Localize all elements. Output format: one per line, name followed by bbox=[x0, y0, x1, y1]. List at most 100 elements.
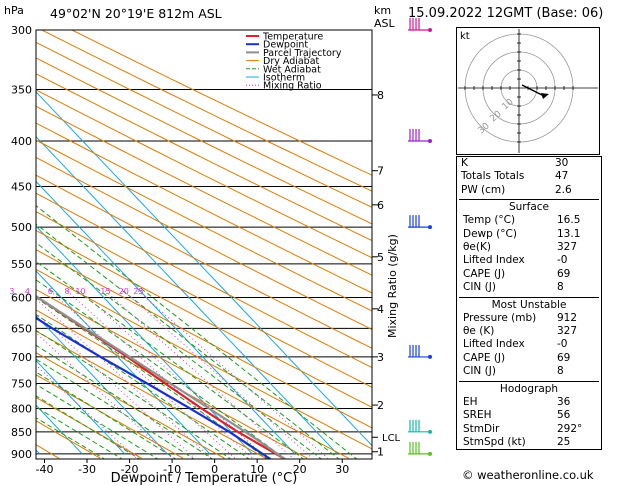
legend-entry: Wet Adiabat bbox=[263, 64, 321, 75]
pressure-tick-label: 900 bbox=[11, 448, 32, 461]
dry-adiabat-line bbox=[36, 89, 372, 259]
wet-adiabat-line bbox=[36, 242, 323, 459]
wet-adiabat-line bbox=[36, 205, 358, 459]
mixing-ratio-line bbox=[123, 290, 313, 459]
index-row: CAPE (J) 69 bbox=[459, 352, 599, 365]
x-tick-label: 0 bbox=[211, 463, 218, 476]
x-tick-label: -20 bbox=[121, 463, 139, 476]
index-label: StmDir bbox=[463, 422, 500, 435]
index-row: EH 36 bbox=[459, 396, 599, 409]
index-row: Dewp (°C) 13.1 bbox=[459, 228, 599, 241]
dry-adiabat-line bbox=[36, 139, 372, 312]
km-unit-label: km bbox=[374, 4, 392, 17]
wet-adiabat-line bbox=[36, 406, 123, 459]
mixing-ratio-tick-label: 10 bbox=[75, 287, 85, 296]
dry-adiabat-line bbox=[41, 30, 372, 192]
index-label: θe(K) bbox=[463, 241, 491, 254]
wet-adiabat-line bbox=[36, 344, 214, 459]
index-value: 912 bbox=[557, 311, 578, 324]
mixing-ratio-tick-label: 6 bbox=[48, 287, 53, 296]
dry-adiabat-line bbox=[36, 156, 372, 331]
dry-adiabat-line bbox=[36, 288, 349, 459]
height-tick-label: 3 bbox=[377, 351, 384, 364]
plot-frame bbox=[35, 29, 373, 460]
most-unstable-section-title: Most Unstable bbox=[491, 298, 567, 311]
index-row: K 30 bbox=[457, 157, 601, 170]
index-label: Dewp (°C) bbox=[463, 227, 517, 240]
location-label: 49°02'N 20°19'E 812m ASL bbox=[50, 6, 222, 21]
wet-adiabat-line bbox=[36, 395, 141, 459]
mixing-ratio-tick-label: 4 bbox=[25, 287, 30, 296]
index-value: 25 bbox=[557, 435, 571, 448]
index-row: Temp (°C) 16.5 bbox=[459, 214, 599, 227]
hodograph-trace bbox=[521, 84, 545, 97]
legend-entry: Dewpoint bbox=[263, 40, 308, 51]
wind-barb-dot bbox=[428, 451, 432, 456]
dry-adiabat-line bbox=[36, 192, 372, 369]
index-value: 47 bbox=[555, 170, 569, 183]
mixing-ratio-line bbox=[49, 290, 236, 459]
index-row: CAPE (J) 69 bbox=[459, 268, 599, 281]
index-value: 16.5 bbox=[557, 214, 581, 227]
index-label: PW (cm) bbox=[461, 183, 506, 196]
index-label: K bbox=[461, 157, 468, 169]
index-label: Pressure (mb) bbox=[463, 311, 537, 324]
index-value: 56 bbox=[557, 409, 571, 422]
pressure-tick-label: 750 bbox=[11, 378, 32, 391]
height-tick-label: 6 bbox=[377, 199, 384, 212]
mixing-ratio-tick-label: 3 bbox=[9, 287, 14, 296]
mixing-ratio-axis-title: Mixing Ratio (g/kg) bbox=[386, 234, 399, 338]
pressure-tick-label: 700 bbox=[11, 351, 32, 364]
surface-table: Temp (°C) 16.5 Dewp (°C) 13.1 θe(K) 327 Lifted… bbox=[459, 214, 599, 294]
pressure-tick-label: 850 bbox=[11, 426, 32, 439]
height-tick-label: 7 bbox=[377, 165, 384, 178]
pressure-tick-label: 350 bbox=[11, 83, 32, 96]
index-label: Temp (°C) bbox=[463, 214, 516, 227]
index-label: θe (K) bbox=[463, 325, 495, 338]
index-label: CAPE (J) bbox=[463, 351, 506, 364]
pressure-tick-label: 300 bbox=[11, 24, 32, 37]
index-row: CIN (J) 8 bbox=[459, 281, 599, 294]
height-tick-label: 4 bbox=[377, 303, 384, 316]
wind-barbs bbox=[408, 18, 432, 456]
legend-background bbox=[243, 31, 363, 89]
isotherm-line bbox=[36, 91, 372, 447]
copyright-label: © weatheronline.co.uk bbox=[462, 468, 594, 482]
index-row: PW (cm) 2.6 bbox=[457, 184, 601, 197]
index-label: Lifted Index bbox=[463, 338, 525, 351]
wind-barb-dot bbox=[428, 354, 432, 359]
x-tick-label: 10 bbox=[250, 463, 264, 476]
dry-adiabat-line bbox=[36, 41, 372, 208]
hodograph-storm-motion bbox=[541, 93, 549, 99]
isotherm-line bbox=[36, 359, 126, 455]
wet-adiabat-line bbox=[36, 279, 287, 459]
dry-adiabat-line bbox=[36, 211, 372, 388]
x-tick-label: -30 bbox=[78, 463, 96, 476]
wind-barb-dot bbox=[428, 138, 432, 143]
x-tick-label: 30 bbox=[335, 463, 349, 476]
index-row: Totals Totals 47 bbox=[457, 170, 601, 183]
index-row: Lifted Index -0 bbox=[459, 254, 599, 267]
legend-entry: Isotherm bbox=[263, 73, 305, 84]
dry-adiabat-line bbox=[36, 73, 372, 242]
pressure-tick-label: 400 bbox=[11, 135, 32, 148]
height-tick-label: 5 bbox=[377, 251, 384, 264]
indices-top-table: K 30 Totals Totals 47 PW (cm) 2.6 bbox=[457, 157, 601, 197]
index-label: EH bbox=[463, 395, 478, 408]
index-value: 327 bbox=[557, 241, 578, 254]
series-line-temperature bbox=[36, 294, 286, 459]
index-row: StmSpd (kt) 25 bbox=[459, 436, 599, 449]
x-tick-label: -10 bbox=[163, 463, 181, 476]
wet-adiabat-line bbox=[36, 329, 232, 459]
wet-adiabat-line bbox=[36, 296, 269, 459]
mixing-ratio-line bbox=[36, 312, 195, 459]
index-value: 30 bbox=[555, 157, 569, 169]
index-row: θe(K) 327 bbox=[459, 241, 599, 254]
index-value: 8 bbox=[557, 365, 564, 378]
asl-unit-label: ASL bbox=[374, 17, 395, 30]
legend-entry: Dry Adiabat bbox=[263, 56, 320, 67]
pressure-tick-label: 450 bbox=[11, 180, 32, 193]
pressure-tick-label: 500 bbox=[11, 221, 32, 234]
